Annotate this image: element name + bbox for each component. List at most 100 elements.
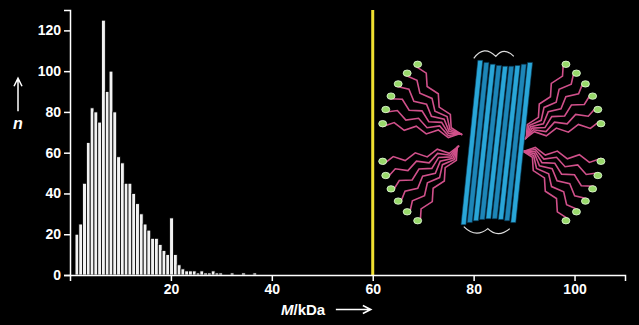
bar [204,273,208,275]
tick-mark [64,193,70,195]
background [0,0,639,325]
bar [90,108,94,275]
lipid-head [562,61,570,67]
tick: 0 [53,267,70,283]
lipid-tail [521,150,578,209]
lipid-tail [526,71,574,138]
tick-label: 40 [265,281,281,297]
reference-line [371,10,374,275]
x-axis-title: M/kDa [281,301,326,318]
lipid-head [594,172,602,178]
bar [173,255,177,275]
bar [147,230,151,275]
lipid-head [414,61,422,67]
plot-area [75,10,373,275]
tick-label: 100 [38,63,62,79]
bar [83,183,87,275]
bar [200,271,204,275]
tick: 100 [563,275,587,297]
lipid-tail [405,75,462,134]
x-axis: 20 40 60 80 100 [71,275,626,297]
axis-line [64,11,71,276]
tick-label: 80 [45,104,61,120]
tick-label: 0 [53,267,61,283]
bar [162,251,166,275]
bar [192,271,196,275]
tick-mark [64,234,70,236]
tick-label: 120 [38,22,62,38]
tick: 40 [45,185,70,201]
y-axis: 0 20 40 60 80 100 120 [38,11,71,283]
beta-barrel [461,51,533,234]
tick-mark [64,71,70,73]
tick-mark [64,152,70,154]
bar [117,157,121,275]
tick: 20 [164,275,180,297]
lipid-tail [521,150,568,219]
tick-label: 100 [563,281,587,297]
y-axis-title: n [13,115,23,132]
y-arrow [14,78,22,111]
x-arrow [336,306,371,314]
tick-label: 40 [45,185,61,201]
bar [189,271,193,275]
bar [207,273,211,275]
beta-strand [511,62,533,222]
bar [79,224,83,275]
bar [185,271,189,275]
lipid-tail [415,66,462,135]
lipid-tail [409,147,457,214]
lipid-tail [526,82,584,139]
axis-line [71,276,626,282]
bar [215,273,219,275]
bar [109,71,113,275]
bar [155,238,159,275]
tick: 80 [466,275,482,297]
bar [136,204,140,275]
tick-label: 20 [164,281,180,297]
lipid-head [414,217,422,223]
lipid-head [403,209,411,215]
tick-label: 20 [45,226,61,242]
bar [170,218,174,275]
lipid-head [594,106,602,112]
lipid-head [597,120,605,126]
lipid-head [581,81,589,87]
lipid-head [597,158,605,164]
lipid-head [403,70,411,76]
lipid-tail [525,94,591,140]
bar [242,273,246,275]
bar [219,273,223,275]
bar [143,224,147,275]
lipid-head [379,120,387,126]
bar [128,183,132,275]
tick-mark [64,30,70,32]
lipid-head [394,198,402,204]
bar [151,238,155,275]
bar [98,122,102,275]
loop [474,51,514,59]
tick-mark [64,275,70,277]
lipid-layer [379,61,463,224]
lipid-tail [392,146,458,192]
chart: 0 20 40 60 80 100 120 20 40 60 80 100 M/kDa n [0,0,639,325]
bar [181,269,185,275]
lipid-head [589,186,597,192]
lipid-head [382,172,390,178]
lipid-head [589,93,597,99]
tick-label: 80 [466,281,482,297]
bar [230,273,234,275]
bar [132,193,136,275]
bar [158,244,162,275]
bar [75,234,79,275]
lipid-tail [526,63,563,138]
lipid-head [572,70,580,76]
tick: 60 [365,275,381,297]
tick: 60 [45,145,70,161]
tick-label: 60 [365,281,381,297]
bar [124,183,128,275]
tick: 100 [38,63,70,79]
protein-illustration [379,51,605,234]
tick-mark [64,112,70,114]
tick: 40 [265,275,281,297]
